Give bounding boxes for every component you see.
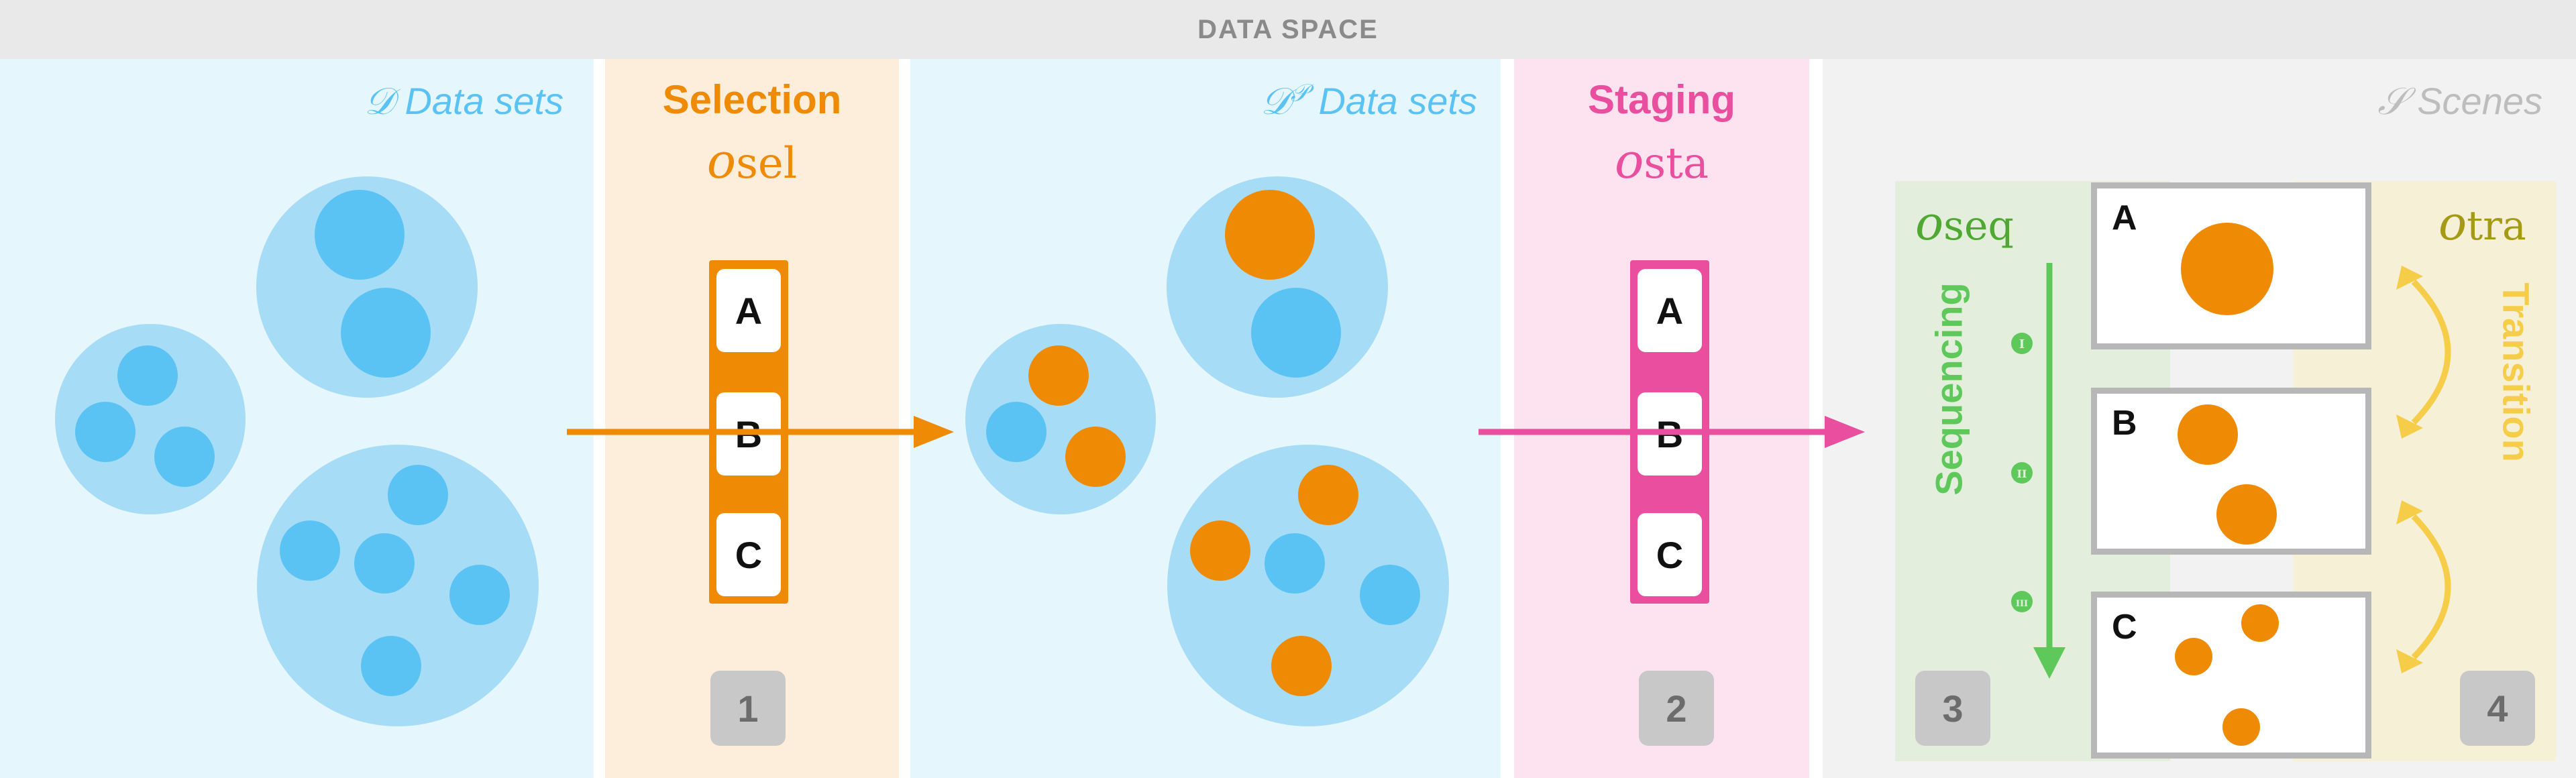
data-point (341, 288, 431, 378)
staging-op-sub: sta (1644, 139, 1709, 188)
data-point (986, 402, 1046, 462)
transition-arrow-2-head-bottom (2396, 649, 2423, 673)
scene-card-a: A (2091, 182, 2371, 349)
staging-arrowhead (1825, 416, 1865, 448)
data-point (1360, 565, 1420, 625)
transition-op-sub: tra (2467, 203, 2526, 249)
datasets-symbol: 𝒟 (364, 80, 394, 123)
scene-a-object (2181, 223, 2273, 315)
transition-arrow-2 (2411, 514, 2451, 660)
sequence-marker-3 (2011, 591, 2033, 612)
selection-op-symbol: o (706, 133, 737, 189)
data-point (315, 190, 405, 280)
datasets-title: 𝒟 Data sets (364, 79, 564, 124)
scenes-title: 𝒮 Scenes (2377, 79, 2542, 124)
step-badge-2: 2 (1639, 671, 1714, 746)
staging-operator: osta (1514, 133, 1809, 189)
data-point (1265, 533, 1325, 594)
scene-c-object (2241, 604, 2279, 642)
data-point (388, 465, 448, 525)
selection-op-sub: sel (736, 139, 798, 188)
sequencing-op-sub: seq (1943, 203, 2014, 249)
p-dataset-group-1 (965, 324, 1156, 514)
step-badge-1: 1 (710, 671, 786, 746)
scenes-label: Scenes (2417, 80, 2542, 122)
selected-point (1028, 345, 1089, 406)
scene-b-object (2216, 484, 2277, 545)
scenes-symbol: 𝒮 (2377, 80, 2407, 123)
sequencing-operator: oseq (1915, 196, 2014, 251)
p-dataset-group-3 (1167, 445, 1449, 726)
transition-arrow-1-head-bottom (2396, 414, 2423, 439)
data-point (280, 520, 340, 581)
selected-point (1225, 190, 1315, 280)
transition-op-symbol: o (2438, 196, 2467, 251)
scene-card-a-label: A (2112, 199, 2137, 237)
step-badge-4: 4 (2460, 671, 2535, 746)
transition-arrow-2-head-top (2396, 500, 2423, 524)
selected-point (1298, 465, 1358, 525)
data-point (75, 402, 136, 462)
data-point (154, 427, 215, 487)
p-datasets-symbol: 𝒟 (1260, 80, 1291, 123)
sequence-marker-1-text: I (2019, 337, 2025, 351)
staging-op-symbol: o (1614, 133, 1644, 189)
sequencing-op-symbol: o (1915, 196, 1944, 251)
selected-point (1065, 427, 1126, 487)
scene-card-b-label: B (2112, 404, 2137, 443)
dataset-group-2 (256, 176, 478, 398)
data-point (354, 533, 415, 594)
sequencing-arrowhead (2033, 647, 2065, 679)
dataset-group-1 (55, 324, 246, 514)
selection-arrowhead (914, 416, 954, 448)
staging-card-c: C (1638, 513, 1702, 596)
scene-c-object (2222, 708, 2260, 746)
step-badge-3: 3 (1915, 671, 1990, 746)
selection-card-a: A (716, 269, 781, 352)
staging-card-a: A (1638, 269, 1702, 352)
transition-operator: otra (2438, 196, 2526, 251)
selected-point (1190, 520, 1250, 581)
sequence-marker-3-text: III (2016, 599, 2028, 609)
transition-arrow-1-head-top (2396, 266, 2423, 290)
p-datasets-superscript: 𝒫 (1290, 79, 1308, 107)
sequence-marker-2 (2011, 462, 2033, 484)
p-datasets-title: 𝒟𝒫 Data sets (1260, 79, 1477, 124)
transition-arrow-1 (2411, 279, 2451, 425)
p-datasets-label: Data sets (1318, 80, 1477, 122)
sequence-marker-1 (2011, 333, 2033, 354)
p-dataset-group-2 (1167, 176, 1388, 398)
scene-card-c-label: C (2112, 608, 2137, 647)
dataset-group-3 (257, 445, 539, 726)
data-point (449, 565, 510, 625)
staging-title: Staging (1588, 77, 1735, 122)
sequence-marker-2-text: II (2017, 467, 2027, 480)
datasets-label: Data sets (405, 80, 564, 122)
selection-card-c: C (716, 513, 781, 596)
selection-title: Selection (662, 77, 842, 122)
data-point (1251, 288, 1341, 378)
header-title: DATA SPACE (1197, 14, 1379, 44)
scene-b-object (2178, 404, 2238, 465)
data-point (117, 345, 178, 406)
data-point (361, 636, 421, 696)
selected-point (1271, 636, 1332, 696)
selection-operator: osel (605, 133, 899, 189)
header-bar: DATA SPACE (0, 0, 2576, 59)
scene-c-object (2175, 638, 2212, 675)
